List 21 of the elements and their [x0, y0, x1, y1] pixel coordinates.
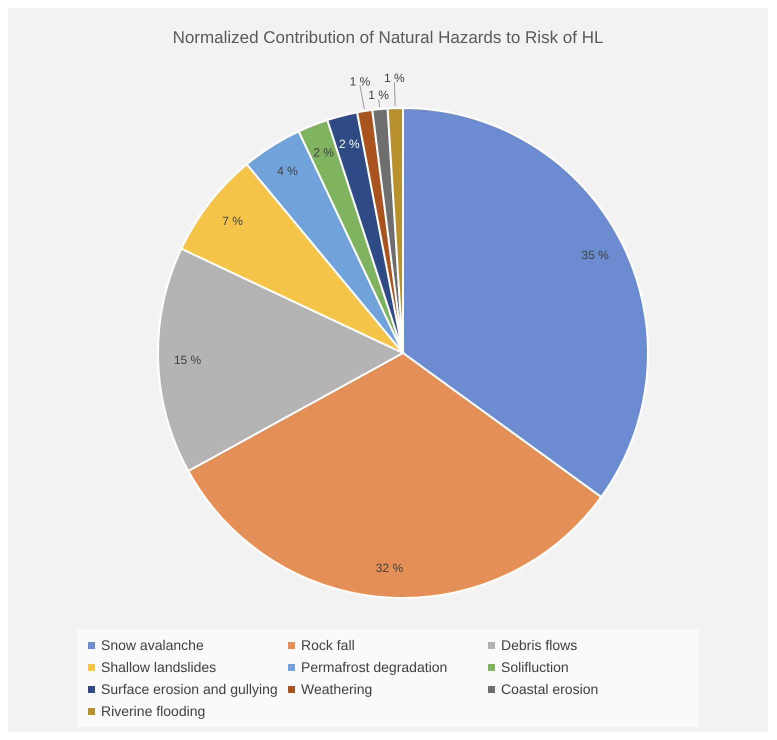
- legend-label: Shallow landslides: [101, 659, 216, 675]
- chart-title: Normalized Contribution of Natural Hazards to Risk of HL: [172, 27, 604, 49]
- legend-label: Permafrost degradation: [301, 659, 448, 675]
- data-label: 32 %: [376, 561, 404, 576]
- legend-label: Solifluction: [501, 659, 569, 675]
- data-label: 4 %: [277, 164, 298, 178]
- data-label: 1 %: [350, 74, 371, 88]
- legend-label: Riverine flooding: [101, 703, 206, 719]
- data-label: 35 %: [581, 248, 610, 262]
- data-label: 1 %: [368, 88, 390, 102]
- legend-label: Coastal erosion: [501, 681, 598, 697]
- legend-label: Debris flows: [501, 637, 578, 653]
- data-label: 1 %: [384, 71, 406, 86]
- data-label: 2 %: [313, 146, 334, 160]
- data-label: 2 %: [339, 137, 360, 152]
- data-label: 15 %: [174, 352, 202, 367]
- legend-label: Rock fall: [301, 637, 355, 653]
- data-label: 7 %: [222, 214, 244, 228]
- legend-label: Surface erosion and gullying: [101, 681, 278, 697]
- legend-label: Snow avalanche: [101, 637, 204, 653]
- legend-label: Weathering: [301, 681, 372, 697]
